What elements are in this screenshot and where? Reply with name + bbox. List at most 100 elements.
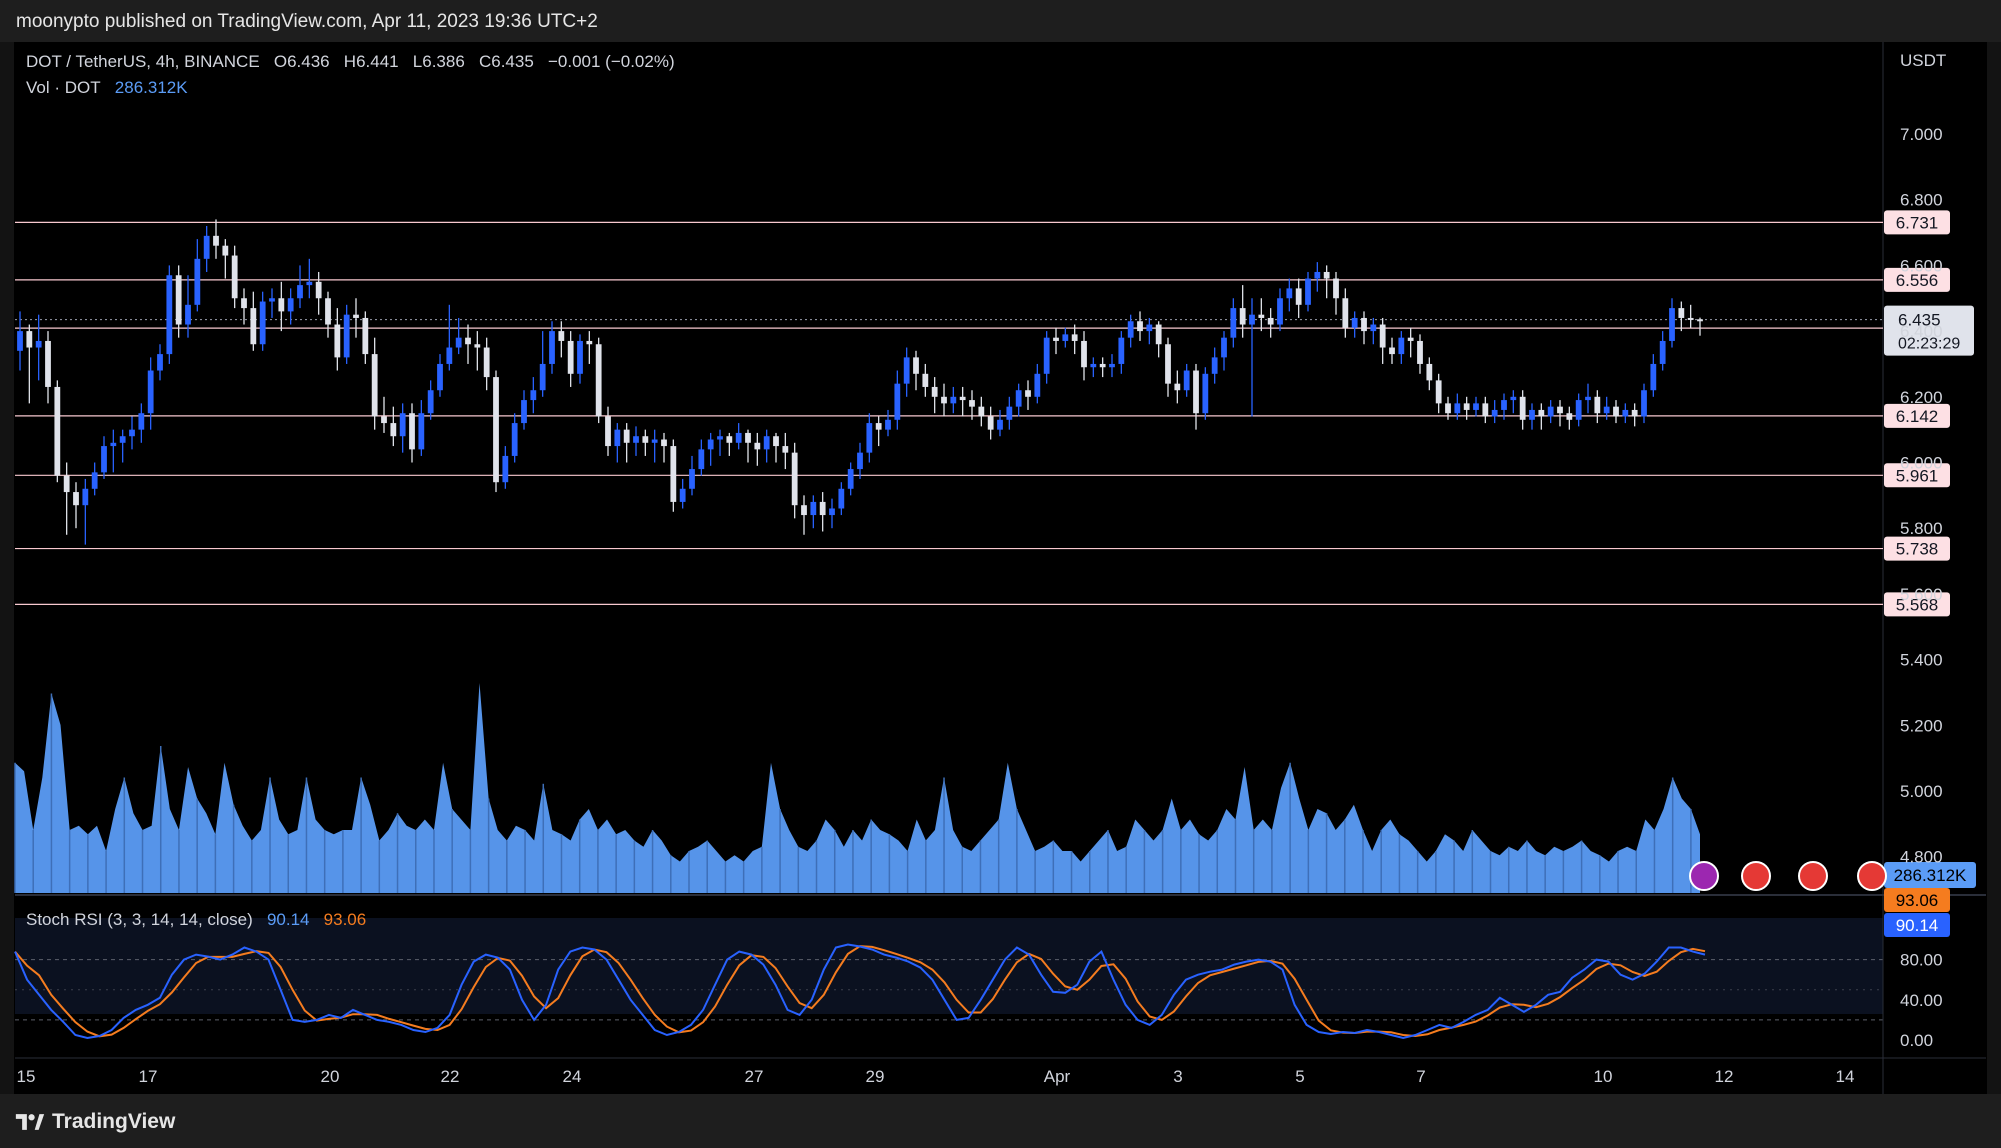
level-badge-label: 5.961: [1896, 466, 1939, 485]
candle-up: [903, 357, 910, 384]
candle-down: [1025, 390, 1031, 397]
candle-down: [931, 386, 938, 397]
candle-up: [1575, 400, 1582, 420]
stoch-tick-label: 0.00: [1900, 1031, 1933, 1050]
tradingview-logo[interactable]: TradingView: [14, 1110, 175, 1134]
level-badge: [1884, 536, 1950, 561]
candle-up: [1109, 363, 1115, 368]
candle-up: [446, 347, 453, 364]
candle-down: [745, 432, 751, 443]
candle-down: [213, 235, 219, 246]
volume-area: 286.312K: [14, 683, 1976, 893]
candle-up: [810, 501, 817, 516]
candle-down: [483, 347, 490, 378]
candle-up: [269, 298, 275, 302]
candle-down: [586, 340, 593, 345]
candle-down: [791, 452, 798, 506]
event-marker-icon: [1798, 861, 1828, 891]
candle-down: [567, 340, 574, 374]
time-tick-label: Apr: [1044, 1067, 1071, 1086]
candle-up: [857, 452, 863, 470]
price-tick-label: 6.800: [1900, 191, 1943, 210]
stoch-d-badge: [1884, 888, 1950, 912]
candle-down: [381, 416, 387, 424]
candle-up: [259, 301, 266, 345]
time-tick-label: 10: [1594, 1067, 1613, 1086]
stoch-d-value: 93.06: [323, 910, 367, 929]
candle-up: [427, 390, 434, 414]
candle-down: [1426, 363, 1433, 381]
candle-up: [455, 337, 462, 348]
time-tick-label: 27: [745, 1067, 764, 1086]
candle-down: [1333, 278, 1339, 299]
candle-down: [1417, 340, 1423, 364]
candle-down: [1193, 370, 1199, 414]
time-tick-label: 14: [1836, 1067, 1855, 1086]
stoch-tick-label: 80.00: [1900, 951, 1943, 970]
ohlc-low: L6.386: [412, 52, 465, 71]
candle-down: [782, 446, 789, 453]
candle-down: [334, 324, 341, 358]
candle-up: [1529, 409, 1535, 420]
candle-up: [185, 304, 191, 325]
volume-legend: Vol · DOT 286.312K: [26, 78, 188, 98]
candle-down: [801, 505, 807, 516]
grid-layer: [15, 42, 1986, 1094]
candle-up: [1043, 337, 1050, 374]
candle-up: [157, 354, 163, 371]
candle-down: [1323, 271, 1330, 279]
candle-up: [343, 314, 350, 358]
candle-up: [633, 436, 639, 443]
candle-up: [1286, 288, 1293, 299]
candle-up: [101, 446, 107, 473]
candle-up: [1146, 324, 1153, 332]
candle-up: [1501, 400, 1507, 410]
candle-down: [959, 396, 966, 401]
candle-down: [45, 340, 51, 387]
candle-up: [1127, 321, 1134, 338]
candle-down: [661, 439, 667, 447]
price-tick-label: 6.200: [1900, 388, 1943, 407]
candle-up: [1314, 271, 1321, 279]
candle-down: [241, 298, 247, 309]
candle-up: [1183, 370, 1190, 391]
candle-up: [1249, 314, 1255, 325]
stoch-k-badge-label: 90.14: [1896, 916, 1939, 935]
candle-down: [1267, 317, 1274, 325]
publisher-line: moonypto published on TradingView.com, A…: [16, 11, 598, 32]
candle-up: [1118, 337, 1125, 364]
countdown-label: 02:23:29: [1898, 336, 1960, 353]
candle-down: [558, 331, 565, 341]
candle-up: [502, 455, 509, 483]
candle-down: [922, 373, 929, 387]
candle-down: [969, 400, 975, 407]
symbol-name[interactable]: DOT / TetherUS, 4h, BINANCE: [26, 52, 260, 71]
ohlc-close: C6.435: [478, 52, 534, 71]
volume-badge-label: 286.312K: [1894, 866, 1967, 885]
candle-down: [987, 416, 994, 430]
volume-label[interactable]: Vol · DOT: [26, 78, 101, 97]
candle-up: [203, 235, 210, 259]
price-tick-label: 4.800: [1900, 848, 1943, 867]
candle-down: [1519, 396, 1526, 420]
time-tick-label: 5: [1295, 1067, 1304, 1086]
candle-up: [614, 429, 621, 447]
level-badge-label: 6.731: [1896, 213, 1939, 232]
candle-down: [231, 255, 238, 299]
time-tick-label: 29: [866, 1067, 885, 1086]
candle-up: [418, 413, 425, 450]
stoch-label[interactable]: Stoch RSI (3, 3, 14, 14, close): [26, 910, 253, 929]
candle-down: [175, 275, 182, 325]
candle-down: [670, 446, 677, 502]
candle-down: [1445, 403, 1451, 414]
volume-badge: [1884, 862, 1976, 888]
candle-down: [1295, 288, 1302, 305]
candle-up: [894, 383, 901, 420]
candle-up: [399, 413, 406, 437]
candle-down: [642, 436, 649, 443]
candle-down: [1687, 317, 1694, 320]
candle-down: [1631, 409, 1638, 417]
level-badge: [1884, 592, 1950, 617]
candle-down: [390, 423, 397, 437]
